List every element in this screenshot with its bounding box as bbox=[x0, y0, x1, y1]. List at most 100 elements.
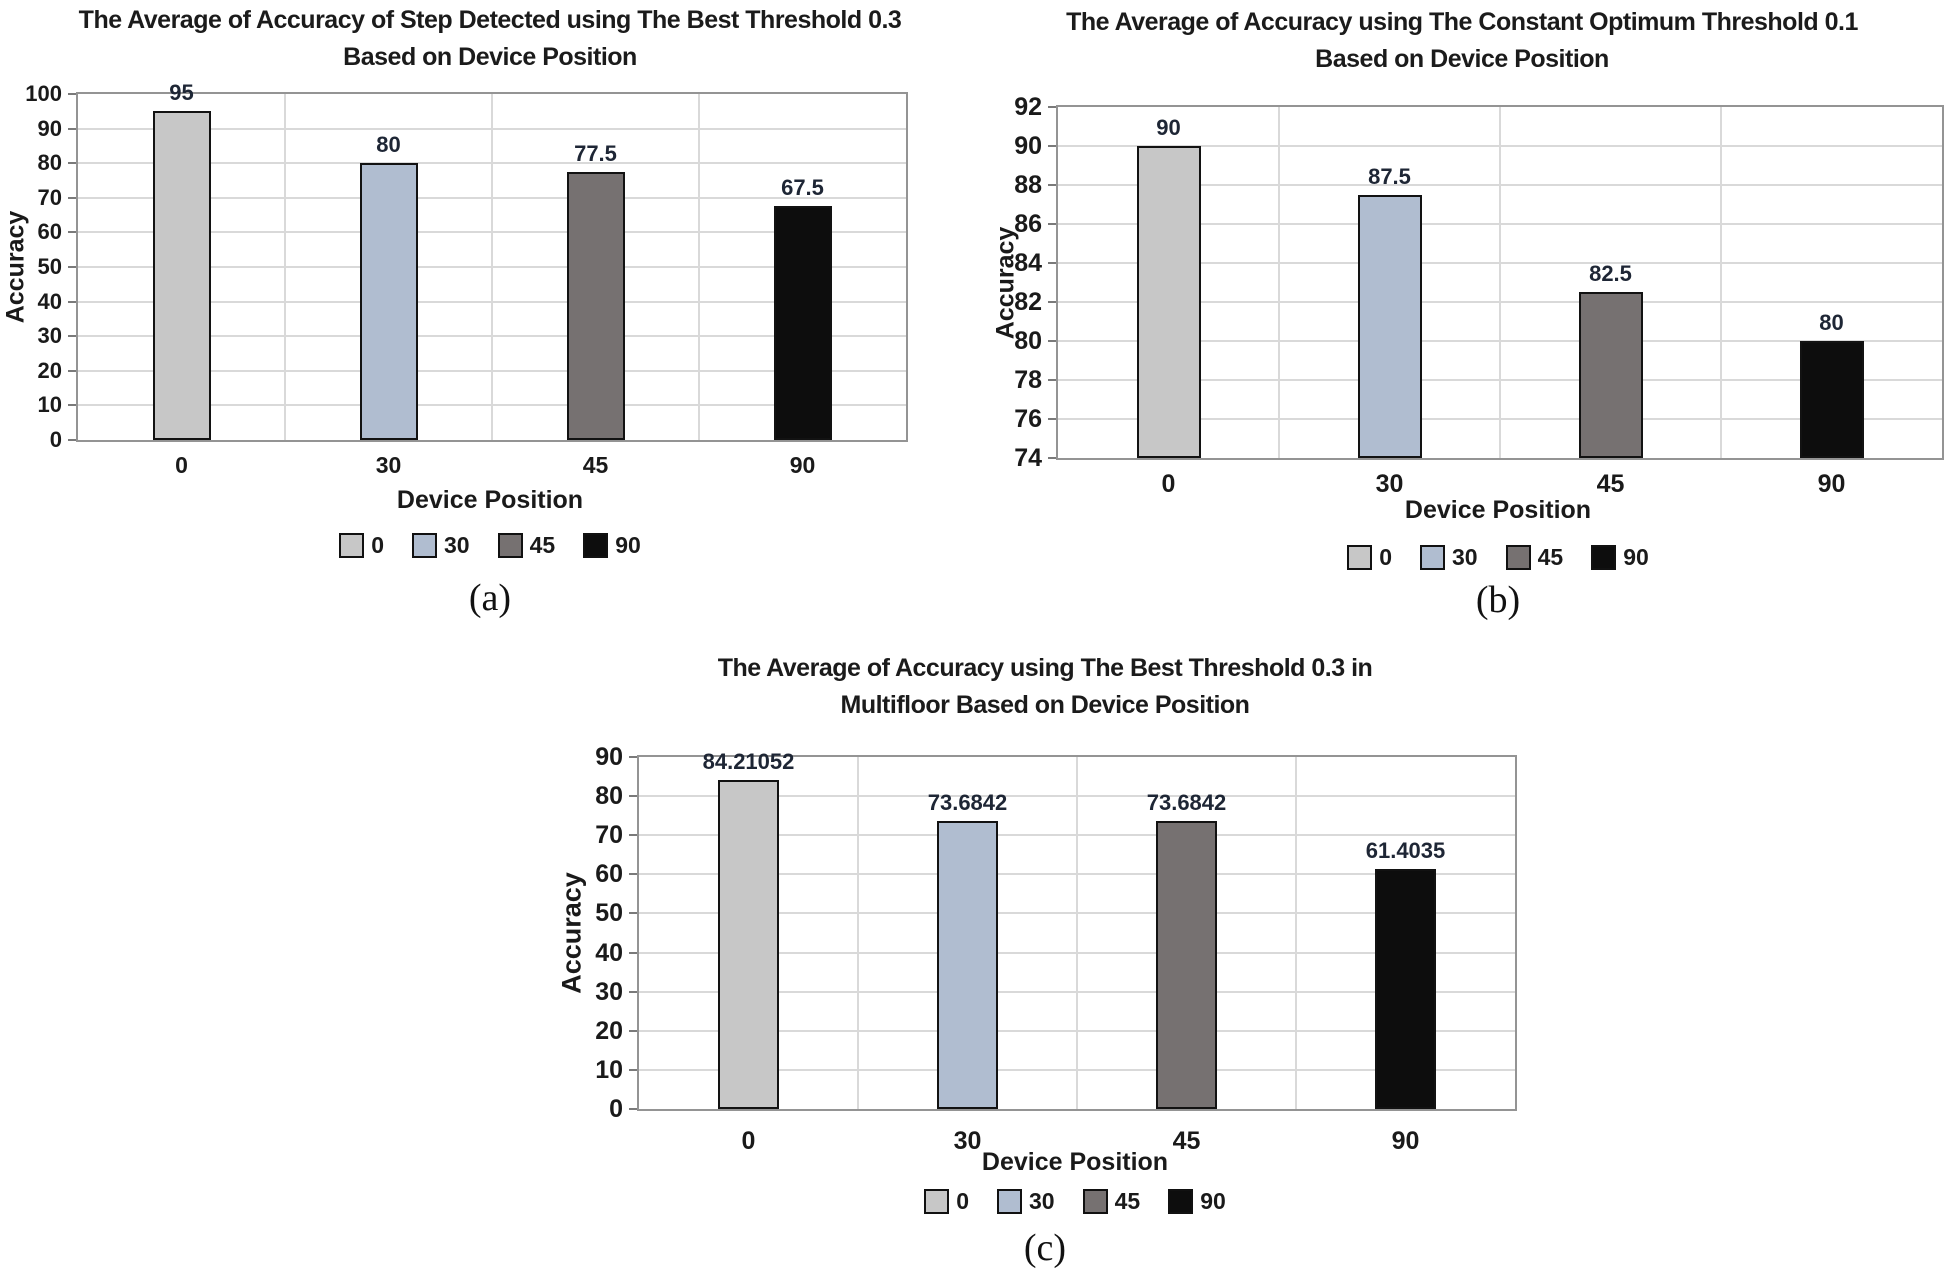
legend-item-90: 90 bbox=[1168, 1188, 1226, 1215]
y-tick-label: 80 bbox=[37, 150, 62, 176]
y-tick-mark bbox=[68, 404, 76, 407]
legend-item-45: 45 bbox=[1505, 544, 1564, 571]
x-tick-label: 90 bbox=[1391, 1127, 1420, 1155]
y-tick-label: 86 bbox=[1014, 210, 1042, 238]
legend-swatch-icon bbox=[1420, 545, 1445, 570]
gridline-vertical bbox=[857, 757, 859, 1109]
legend-swatch-icon bbox=[339, 533, 365, 558]
y-tick-label: 60 bbox=[595, 860, 623, 889]
x-tick-label: 45 bbox=[1172, 1127, 1201, 1155]
legend-label: 90 bbox=[615, 532, 641, 558]
x-tick-label: 0 bbox=[1161, 470, 1176, 498]
y-tick-label: 20 bbox=[595, 1016, 623, 1045]
data-label: 80 bbox=[376, 132, 401, 158]
legend-item-0: 0 bbox=[924, 1188, 969, 1215]
bar-0 bbox=[718, 779, 779, 1109]
legend-item-90: 90 bbox=[583, 532, 641, 559]
data-label: 67.5 bbox=[781, 175, 824, 201]
data-label: 77.5 bbox=[574, 140, 617, 166]
y-tick-label: 50 bbox=[37, 254, 62, 279]
legend-label: 90 bbox=[1623, 544, 1649, 570]
legend-swatch-icon bbox=[1591, 545, 1617, 570]
gridline-vertical bbox=[1720, 107, 1722, 458]
legend-swatch-icon bbox=[412, 533, 437, 558]
legend-item-30: 30 bbox=[412, 532, 470, 559]
legend: 0 30 45 90 bbox=[1056, 544, 1940, 571]
chart-panel-a: The Average of Accuracy of Step Detected… bbox=[0, 0, 962, 648]
y-tick-label: 0 bbox=[609, 1095, 623, 1123]
y-tick-mark bbox=[68, 369, 76, 372]
y-tick-mark bbox=[629, 1068, 637, 1071]
data-label: 84.21052 bbox=[702, 748, 795, 774]
legend-label: 0 bbox=[1379, 544, 1392, 570]
x-axis-title: Device Position bbox=[396, 486, 584, 514]
x-tick-label: 0 bbox=[175, 452, 188, 478]
y-tick-mark bbox=[629, 1029, 637, 1032]
panel-caption: (a) bbox=[468, 577, 512, 619]
y-tick-label: 10 bbox=[37, 392, 62, 418]
y-tick-label: 20 bbox=[37, 357, 62, 383]
legend-swatch-icon bbox=[1082, 1189, 1108, 1214]
y-tick-mark bbox=[1048, 301, 1056, 303]
bar-30 bbox=[1357, 194, 1422, 458]
y-tick-mark bbox=[68, 93, 76, 95]
data-label: 80 bbox=[1819, 310, 1844, 335]
bar-45 bbox=[1578, 292, 1643, 458]
data-label: 73.6842 bbox=[927, 789, 1008, 815]
y-tick-mark bbox=[68, 162, 76, 165]
y-tick-mark bbox=[629, 951, 637, 954]
y-tick-label: 78 bbox=[1014, 366, 1042, 394]
y-tick-mark bbox=[629, 1108, 637, 1110]
y-tick-label: 92 bbox=[1014, 93, 1042, 121]
y-tick-mark bbox=[1048, 223, 1056, 225]
x-axis-title: Device Position bbox=[1404, 496, 1592, 524]
legend-swatch-icon bbox=[997, 1189, 1022, 1214]
y-tick-label: 60 bbox=[37, 219, 62, 245]
y-tick-label: 80 bbox=[595, 782, 623, 811]
y-tick-label: 88 bbox=[1014, 171, 1042, 199]
y-tick-mark bbox=[68, 196, 76, 199]
bar-0 bbox=[152, 111, 211, 440]
legend-item-0: 0 bbox=[339, 532, 384, 559]
gridline-vertical bbox=[284, 94, 286, 440]
x-tick-label: 90 bbox=[1817, 470, 1846, 498]
legend-label: 45 bbox=[529, 532, 556, 558]
data-label: 61.4035 bbox=[1365, 837, 1446, 863]
x-tick-label: 45 bbox=[582, 452, 609, 478]
chart-title-line-1: The Average of Accuracy of Step Detected… bbox=[78, 6, 902, 34]
legend-label: 45 bbox=[1537, 544, 1564, 570]
chart-panel-c: The Average of Accuracy using The Best T… bbox=[520, 640, 1564, 1275]
y-tick-mark bbox=[1048, 262, 1056, 264]
legend-item-45: 45 bbox=[1082, 1188, 1140, 1215]
gridline-vertical bbox=[1278, 107, 1280, 458]
x-axis-title: Device Position bbox=[981, 1148, 1169, 1176]
data-label: 95 bbox=[169, 80, 194, 106]
gridline-vertical bbox=[1499, 107, 1501, 458]
y-tick-label: 80 bbox=[1014, 327, 1042, 355]
gridline-vertical bbox=[1295, 757, 1297, 1109]
gridline-vertical bbox=[491, 94, 493, 440]
x-tick-label: 30 bbox=[953, 1127, 982, 1155]
chart-title-line-2: Based on Device Position bbox=[1315, 45, 1609, 73]
plot-area bbox=[1056, 105, 1944, 460]
data-label: 87.5 bbox=[1368, 163, 1411, 189]
x-tick-label: 30 bbox=[375, 452, 402, 478]
legend-label: 30 bbox=[1029, 1188, 1055, 1214]
data-label: 90 bbox=[1156, 115, 1181, 140]
y-tick-mark bbox=[1048, 379, 1056, 381]
y-tick-label: 70 bbox=[37, 184, 62, 210]
chart-title-line-1: The Average of Accuracy using The Consta… bbox=[1066, 8, 1858, 36]
legend-swatch-icon bbox=[1347, 545, 1373, 570]
y-tick-label: 30 bbox=[37, 323, 62, 349]
chart-title: The Average of Accuracy of Step Detected… bbox=[76, 2, 904, 76]
y-tick-mark bbox=[68, 231, 76, 234]
y-tick-label: 40 bbox=[595, 938, 623, 967]
y-tick-mark bbox=[1048, 184, 1056, 186]
y-tick-label: 100 bbox=[25, 81, 62, 106]
legend-label: 30 bbox=[444, 532, 470, 558]
y-tick-label: 50 bbox=[595, 899, 623, 928]
bar-0 bbox=[1136, 146, 1201, 458]
y-axis-title: Accuracy bbox=[991, 226, 1020, 339]
y-tick-label: 0 bbox=[49, 427, 62, 452]
x-tick-label: 45 bbox=[1596, 470, 1625, 498]
